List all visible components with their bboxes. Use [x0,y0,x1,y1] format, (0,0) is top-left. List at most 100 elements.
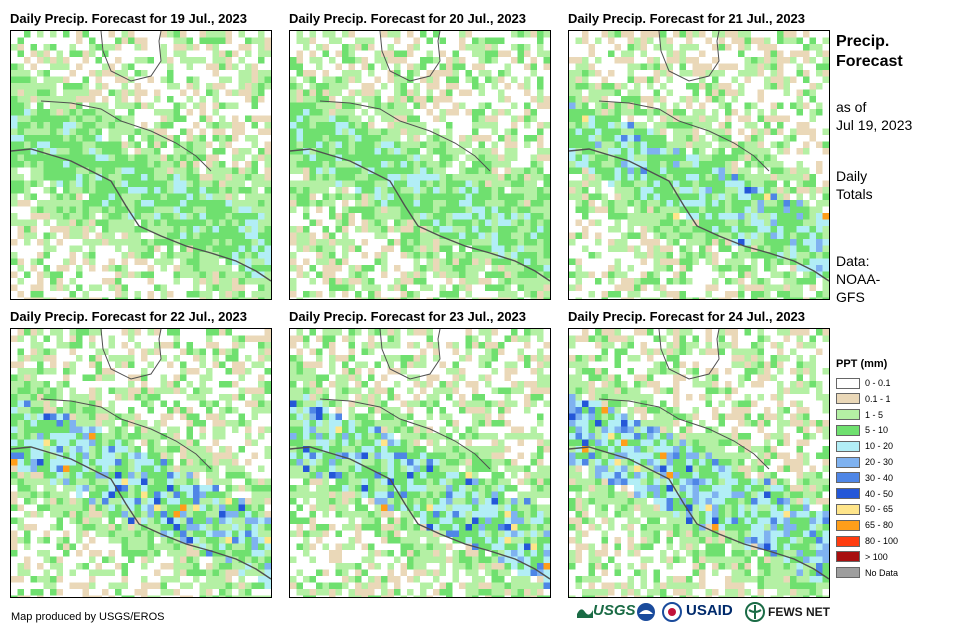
coastline [11,148,271,282]
legend-swatch [836,456,860,468]
country-border [658,329,720,380]
country-border [598,100,770,172]
legend-item: 0 - 0.1 [836,377,891,389]
legend-swatch [836,519,860,531]
panel-title-4: Daily Precip. Forecast for 22 Jul., 2023 [10,309,248,324]
legend-label: 1 - 5 [865,409,884,420]
panel-title-5: Daily Precip. Forecast for 23 Jul., 2023 [289,309,527,324]
daily-totals-label: Daily Totals [836,167,873,203]
seal-icon [662,602,682,622]
legend-swatch [836,535,860,547]
legend-item: 1 - 5 [836,409,883,421]
legend-swatch [836,393,860,405]
panel-title-3: Daily Precip. Forecast for 21 Jul., 2023 [568,11,806,26]
legend-swatch [836,551,860,563]
legend-swatch [836,409,860,421]
usaid-logo-text: USAID [686,602,733,619]
map-panel-3 [568,30,830,300]
country-border [379,31,441,82]
legend-swatch [836,440,860,452]
legend-label: 10 - 20 [865,441,894,452]
legend-item: > 100 [836,551,888,563]
country-border [40,100,212,172]
country-border [658,31,720,82]
legend-label: 65 - 80 [865,520,894,531]
data-source-line2: NOAA- [836,271,881,287]
noaa-logo [636,602,656,622]
map-panel-6 [568,328,830,598]
precip-map-6 [569,329,829,597]
legend-swatch [836,424,860,436]
legend-item: 80 - 100 [836,535,898,547]
precip-map-4 [11,329,271,597]
usgs-logo-text: USGS [593,602,636,619]
map-panel-1 [10,30,272,300]
map-panel-5 [289,328,551,598]
legend-swatch [836,567,860,579]
legend-label: No Data [865,567,899,578]
fewsnet-logo-text: FEWS NET [768,605,830,619]
precip-map-2 [290,31,550,299]
sidebar-title-line2: Forecast [836,53,903,70]
panel-title-6: Daily Precip. Forecast for 24 Jul., 2023 [568,309,806,324]
coastline [569,148,829,282]
legend-label: 80 - 100 [865,536,899,546]
map-panel-4 [10,328,272,598]
legend-label: 50 - 65 [865,504,894,515]
legend-item: 0.1 - 1 [836,393,891,405]
coastline [290,148,550,282]
sidebar-title-line1: Precip. [836,33,890,50]
daily-line: Daily [836,168,868,184]
country-border [100,31,162,82]
legend-swatch [836,488,860,500]
fewsnet-icon [745,602,765,622]
precip-map-3 [569,31,829,299]
totals-line: Totals [836,186,873,202]
legend-item: 10 - 20 [836,440,893,452]
country-border [319,100,491,172]
map-panel-2 [289,30,551,300]
as-of-value: Jul 19, 2023 [836,117,913,133]
legend-item: No Data [836,567,898,579]
fewsnet-logo: FEWS NET [745,602,830,622]
legend-item: 20 - 30 [836,456,893,468]
coastline [569,446,829,580]
data-source-label: Data: [836,253,870,269]
precip-map-1 [11,31,271,299]
legend-label: 20 - 30 [865,457,894,467]
sidebar-title: Precip. Forecast [836,32,903,72]
usgs-logo: USGS [577,602,636,619]
usgs-wave-icon [577,608,593,618]
country-border [40,398,212,470]
panel-title-1: Daily Precip. Forecast for 19 Jul., 2023 [10,11,248,26]
legend-label: 0 - 0.1 [865,378,891,388]
usaid-logo: USAID [686,602,733,619]
as-of-date: as of Jul 19, 2023 [836,98,912,134]
panel-title-2: Daily Precip. Forecast for 20 Jul., 2023 [289,11,527,26]
legend-item: 5 - 10 [836,424,888,436]
legend-title: PPT (mm) [836,358,888,370]
country-border [100,329,162,380]
state-seal-logo [662,602,682,622]
country-border [319,398,491,470]
data-source: Data: NOAA- GFS [836,252,880,306]
legend-label: > 100 [865,551,888,562]
legend-item: 65 - 80 [836,519,893,531]
country-border [598,398,770,470]
legend-item: 40 - 50 [836,488,893,500]
legend-swatch [836,472,860,484]
coastline [11,446,271,580]
legend-swatch [836,503,860,515]
country-border [379,329,441,380]
legend-item: 30 - 40 [836,472,893,484]
legend-item: 50 - 65 [836,503,893,515]
map-credit: Map produced by USGS/EROS [11,611,165,623]
coastline [290,446,550,580]
precip-map-5 [290,329,550,597]
as-of-label: as of [836,99,867,115]
data-source-line3: GFS [836,289,865,305]
legend-label: 0.1 - 1 [865,393,891,404]
legend-label: 40 - 50 [865,488,894,499]
legend-label: 30 - 40 [865,472,894,483]
legend-swatch [836,377,860,389]
